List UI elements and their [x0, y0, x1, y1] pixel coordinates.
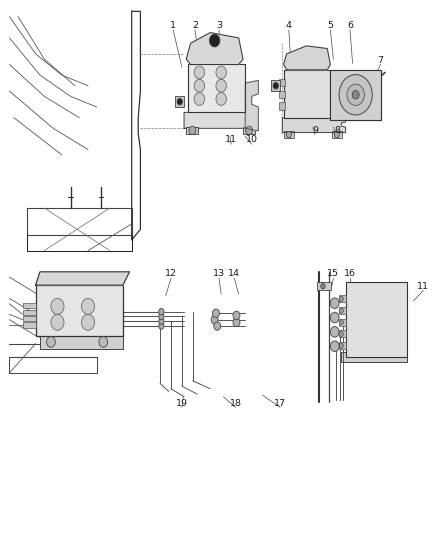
Circle shape [194, 79, 205, 92]
Bar [339, 342, 346, 349]
Polygon shape [283, 118, 346, 133]
Circle shape [339, 75, 372, 115]
Circle shape [286, 132, 291, 138]
Circle shape [233, 311, 240, 320]
Circle shape [233, 318, 240, 327]
Circle shape [209, 34, 220, 47]
Circle shape [81, 314, 95, 330]
Polygon shape [186, 33, 243, 64]
Bar [339, 307, 346, 314]
Circle shape [194, 93, 205, 106]
Circle shape [352, 91, 359, 99]
Text: 2: 2 [192, 21, 198, 30]
Circle shape [46, 337, 55, 348]
Circle shape [347, 84, 364, 106]
Bar [186, 127, 198, 134]
Circle shape [212, 309, 219, 318]
Text: 1: 1 [170, 21, 176, 30]
Circle shape [159, 318, 164, 325]
Polygon shape [184, 112, 250, 128]
Circle shape [330, 327, 339, 337]
Text: 19: 19 [176, 399, 188, 408]
Bar [272, 80, 280, 91]
Bar [279, 102, 286, 110]
Circle shape [99, 337, 108, 348]
Bar [188, 64, 245, 112]
Bar [339, 330, 346, 337]
Bar [243, 127, 255, 134]
Circle shape [177, 99, 182, 105]
Circle shape [273, 83, 279, 89]
Text: 3: 3 [216, 21, 222, 30]
Circle shape [216, 93, 226, 106]
Circle shape [216, 79, 226, 92]
Circle shape [81, 298, 95, 314]
Circle shape [330, 312, 339, 323]
Bar [279, 91, 286, 98]
Circle shape [330, 341, 339, 352]
Circle shape [339, 320, 343, 325]
Circle shape [321, 284, 325, 289]
Circle shape [339, 308, 343, 313]
Circle shape [339, 343, 343, 349]
Bar [339, 295, 346, 302]
Bar [279, 79, 286, 86]
Bar [22, 316, 36, 321]
Circle shape [334, 132, 339, 138]
Polygon shape [330, 70, 381, 120]
Bar [317, 282, 331, 290]
Polygon shape [284, 46, 330, 70]
Circle shape [330, 298, 339, 309]
Bar [175, 96, 184, 107]
Circle shape [159, 313, 164, 320]
Circle shape [216, 66, 226, 79]
Text: 5: 5 [327, 21, 333, 30]
Text: 11: 11 [417, 281, 429, 290]
Bar [22, 303, 36, 309]
Bar [341, 352, 407, 362]
Bar [22, 310, 36, 315]
Text: 7: 7 [378, 56, 384, 64]
Circle shape [339, 296, 343, 302]
Text: 17: 17 [274, 399, 286, 408]
Circle shape [339, 332, 343, 337]
Text: 12: 12 [165, 270, 177, 278]
Bar [339, 319, 346, 326]
Circle shape [246, 126, 253, 135]
Bar [35, 285, 123, 336]
Text: 10: 10 [246, 135, 258, 144]
Bar [40, 336, 123, 349]
Text: 4: 4 [286, 21, 292, 30]
Text: 6: 6 [347, 21, 353, 30]
Bar [285, 70, 330, 118]
Text: 14: 14 [228, 270, 240, 278]
Text: 9: 9 [312, 126, 318, 135]
Bar [332, 132, 342, 138]
Bar [284, 132, 294, 138]
Circle shape [189, 126, 196, 135]
Text: 16: 16 [344, 270, 356, 278]
Circle shape [51, 314, 64, 330]
Text: 8: 8 [334, 126, 340, 135]
Circle shape [159, 323, 164, 329]
Text: 15: 15 [327, 270, 339, 278]
Bar [22, 322, 36, 328]
Polygon shape [35, 272, 130, 285]
Circle shape [159, 309, 164, 315]
Circle shape [214, 322, 221, 330]
Text: 13: 13 [213, 270, 225, 278]
Circle shape [211, 316, 218, 324]
Polygon shape [245, 80, 258, 131]
Text: 18: 18 [230, 399, 242, 408]
Bar [346, 282, 407, 357]
Circle shape [194, 66, 205, 79]
Text: 11: 11 [225, 135, 237, 144]
Circle shape [51, 298, 64, 314]
